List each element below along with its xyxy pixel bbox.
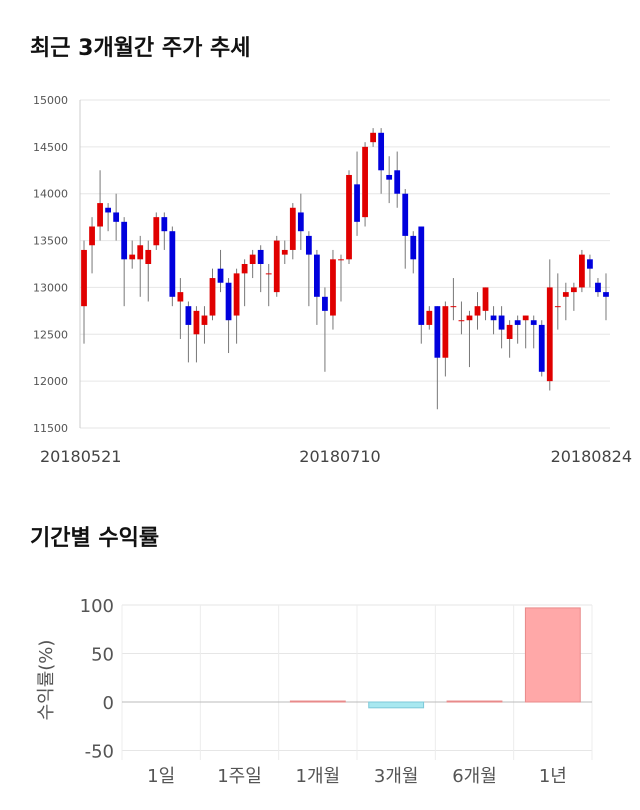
category-label: 1일	[147, 766, 175, 787]
candle-body	[121, 221, 128, 260]
candle-body	[289, 207, 296, 250]
candle-body	[322, 296, 328, 311]
y-tick-label: 12000	[33, 375, 68, 388]
candle-body	[177, 292, 184, 302]
category-label: 6개월	[452, 766, 497, 787]
y-tick-label: -50	[85, 742, 114, 763]
price-trend-title: 최근 3개월간 주가 추세	[30, 36, 251, 61]
candle-body	[105, 207, 111, 213]
candle-body	[587, 259, 593, 269]
candle-body	[81, 249, 87, 307]
x-date-label: 20180710	[299, 447, 380, 466]
y-tick-label: 14500	[33, 141, 68, 154]
y-tick-label: 14000	[33, 188, 68, 201]
candle-body	[145, 249, 152, 264]
candle-body	[113, 212, 120, 222]
return-bar	[446, 700, 503, 703]
candle-body	[305, 235, 312, 255]
candle-body	[185, 306, 192, 325]
candle-body	[570, 287, 577, 293]
candle-body	[514, 320, 521, 325]
candle-body	[241, 264, 248, 274]
candle-body	[153, 217, 160, 246]
candle-body	[466, 315, 473, 321]
candle-body	[530, 320, 537, 325]
y-tick-label: 12500	[33, 328, 68, 341]
candle-body	[498, 315, 505, 330]
y-axis-label: 수익률(%)	[36, 640, 57, 721]
candle-body	[458, 320, 465, 322]
candle-body	[338, 259, 344, 261]
candle-body	[506, 324, 513, 339]
candle-body	[418, 226, 425, 325]
candle-body	[394, 170, 401, 194]
candle-body	[249, 254, 256, 264]
candle-body	[161, 217, 168, 232]
candle-body	[546, 287, 553, 382]
return-bar	[368, 701, 425, 709]
candle-body	[402, 193, 409, 236]
category-label: 3개월	[374, 766, 419, 787]
candlestick-chart: 15000 14500 14000 13500 13000 12500 12000 11500…	[33, 94, 632, 466]
candle-body	[297, 212, 304, 232]
candle-body	[354, 184, 360, 222]
candle-body	[595, 282, 601, 293]
candle-body	[490, 315, 497, 321]
candle-body	[386, 174, 393, 180]
y-tick-label: 11500	[33, 422, 68, 435]
candle-body	[603, 292, 609, 297]
candle-body	[410, 235, 417, 260]
candle-body	[378, 132, 385, 171]
candle-body	[89, 226, 95, 246]
candle-body	[201, 315, 208, 325]
candle-body	[370, 132, 376, 143]
candle-body	[450, 306, 457, 308]
candle-body	[538, 324, 545, 372]
candle-body	[442, 306, 449, 358]
candle-body	[257, 249, 264, 264]
x-date-label: 20180824	[551, 447, 632, 466]
candle-body	[346, 174, 352, 260]
y-tick-label: 15000	[33, 94, 68, 107]
category-label: 1년	[539, 766, 567, 787]
y-tick-label: 13500	[33, 235, 68, 248]
candle-body	[137, 245, 144, 260]
candle-body	[217, 268, 224, 283]
candle-body	[434, 306, 441, 358]
candle-body	[562, 292, 569, 297]
period-return-title: 기간별 수익률	[30, 526, 160, 551]
candle-body	[169, 231, 176, 297]
candle-body	[362, 146, 368, 218]
candle-body	[522, 315, 529, 321]
candle-body	[482, 287, 489, 311]
candle-body	[225, 282, 232, 321]
candle-body	[281, 249, 288, 255]
candle-body	[273, 240, 280, 293]
y-tick-label: 13000	[33, 281, 68, 294]
candle-body	[330, 259, 336, 316]
candle-body	[97, 203, 103, 227]
category-label: 1개월	[296, 766, 341, 787]
candle-body	[265, 273, 272, 275]
candle-body	[193, 310, 200, 335]
y-tick-label: 100	[80, 596, 114, 617]
candle-body	[209, 278, 216, 316]
candle-body	[129, 254, 136, 260]
y-tick-label: 0	[103, 693, 114, 714]
candle-body	[314, 254, 320, 297]
candle-body	[579, 254, 585, 288]
return-bar	[524, 607, 581, 703]
return-bar	[289, 700, 346, 703]
candle-body	[474, 306, 481, 316]
x-date-label: 20180521	[40, 447, 121, 466]
candle-body	[554, 306, 561, 308]
candle-body	[233, 273, 240, 316]
category-label: 1주일	[217, 766, 262, 787]
y-tick-label: 50	[91, 645, 114, 666]
candle-body	[426, 310, 433, 325]
